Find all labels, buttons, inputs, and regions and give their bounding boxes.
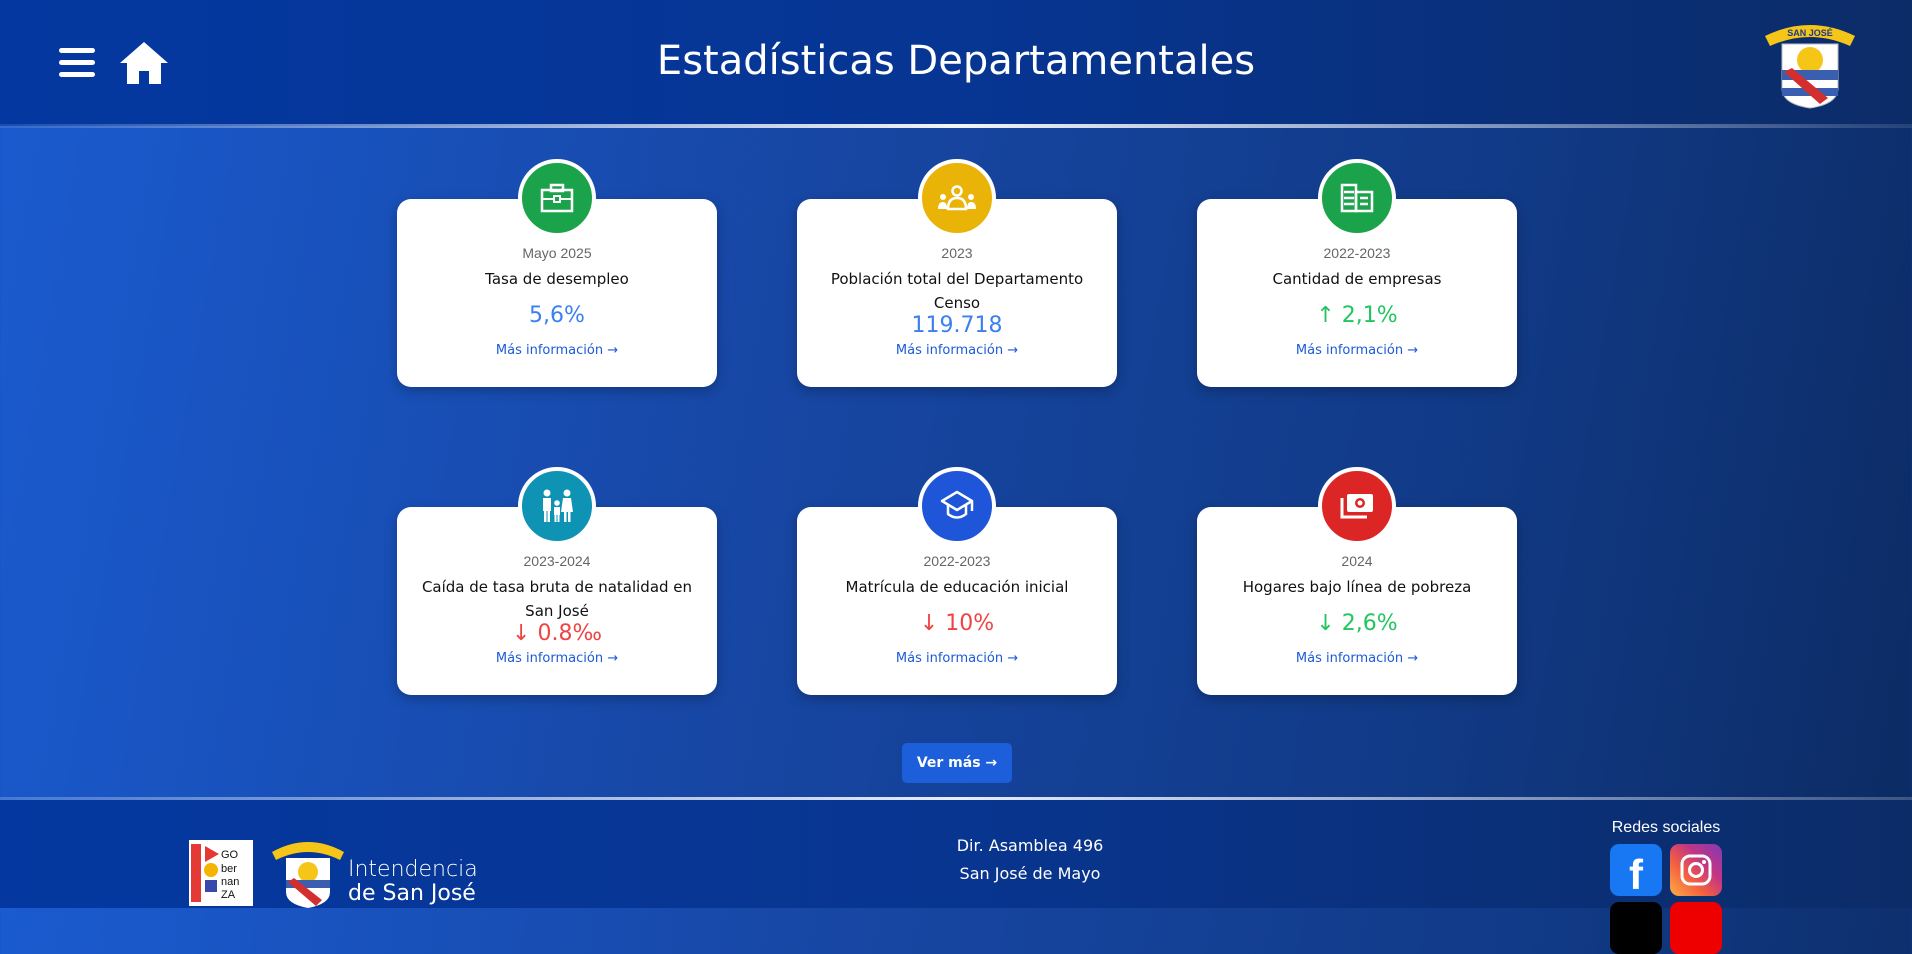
- header-divider: [0, 124, 1912, 128]
- address-line2: San José de Mayo: [959, 864, 1101, 883]
- money-icon: [1318, 467, 1396, 545]
- social-title: Redes sociales: [1611, 819, 1721, 836]
- escuela-gobernanza-logo[interactable]: GO ber nan ZA: [189, 840, 253, 906]
- youtube-icon[interactable]: [1670, 902, 1722, 954]
- stat-card-poblacion: 2023 Población total del Departamento Ce…: [797, 159, 1117, 387]
- card-period: 2023: [941, 245, 973, 261]
- svg-text:SAN JOSÉ: SAN JOSÉ: [1787, 28, 1833, 38]
- card-period: Mayo 2025: [522, 245, 592, 261]
- card-period: 2022-2023: [923, 553, 991, 569]
- card-title: Matrícula de educación inicial: [845, 578, 1069, 596]
- card-title: Tasa de desempleo: [485, 270, 629, 288]
- page-title: Estadísticas Departamentales: [656, 38, 1256, 84]
- card-period: 2024: [1341, 553, 1373, 569]
- card-period: 2022-2023: [1323, 245, 1391, 261]
- buildings-icon: [1318, 159, 1396, 237]
- svg-text:ZA: ZA: [221, 889, 236, 901]
- card-title: Caída de tasa bruta de natalidad en San …: [421, 578, 693, 620]
- more-info-link[interactable]: Más información →: [895, 343, 1019, 358]
- intendencia-logo-text: Intendencia de San José: [348, 858, 478, 906]
- header: [0, 0, 1912, 126]
- more-info-link[interactable]: Más información →: [895, 651, 1019, 666]
- family-icon: [518, 467, 596, 545]
- svg-text:nan: nan: [221, 876, 239, 888]
- graduation-cap-icon: [918, 467, 996, 545]
- card-value: 119.718: [911, 313, 1003, 338]
- card-value: ↓ 10%: [919, 611, 995, 636]
- san-jose-crest-logo[interactable]: SAN JOSÉ: [1760, 18, 1860, 110]
- card-period: 2023-2024: [523, 553, 591, 569]
- card-title: Hogares bajo línea de pobreza: [1242, 578, 1472, 596]
- stat-card-pobreza: 2024 Hogares bajo línea de pobreza ↓ 2,6…: [1197, 467, 1517, 695]
- people-icon: [918, 159, 996, 237]
- menu-icon[interactable]: [59, 48, 95, 80]
- footer-divider: [0, 797, 1912, 800]
- stat-card-desempleo: Mayo 2025 Tasa de desempleo 5,6% Más inf…: [397, 159, 717, 387]
- logo-text-line2: de San José: [348, 881, 476, 906]
- x-icon[interactable]: [1610, 902, 1662, 954]
- home-icon[interactable]: [118, 40, 170, 86]
- card-value: 5,6%: [529, 303, 585, 328]
- stat-card-natalidad: 2023-2024 Caída de tasa bruta de natalid…: [397, 467, 717, 695]
- stat-card-educacion: 2022-2023 Matrícula de educación inicial…: [797, 467, 1117, 695]
- intendencia-crest-logo: [272, 842, 344, 908]
- more-info-link[interactable]: Más información →: [1295, 651, 1419, 666]
- address-line1: Dir. Asamblea 496: [956, 836, 1104, 855]
- more-info-link[interactable]: Más información →: [495, 651, 619, 666]
- card-title: Población total del Departamento Censo: [830, 270, 1084, 312]
- facebook-icon[interactable]: f: [1610, 844, 1662, 898]
- card-title: Cantidad de empresas: [1272, 270, 1442, 288]
- svg-text:GO: GO: [221, 849, 239, 861]
- svg-text:ber: ber: [221, 863, 237, 875]
- ver-mas-button[interactable]: Ver más →: [902, 743, 1012, 783]
- more-info-link[interactable]: Más información →: [495, 343, 619, 358]
- card-value: ↓ 0.8‰: [512, 621, 602, 646]
- stat-card-empresas: 2022-2023 Cantidad de empresas ↑ 2,1% Má…: [1197, 159, 1517, 387]
- instagram-icon[interactable]: [1670, 844, 1722, 896]
- briefcase-icon: [518, 159, 596, 237]
- logo-text-line1: Intendencia: [348, 857, 478, 882]
- card-value: ↓ 2,6%: [1316, 611, 1398, 636]
- more-info-link[interactable]: Más información →: [1295, 343, 1419, 358]
- card-value: ↑ 2,1%: [1316, 303, 1398, 328]
